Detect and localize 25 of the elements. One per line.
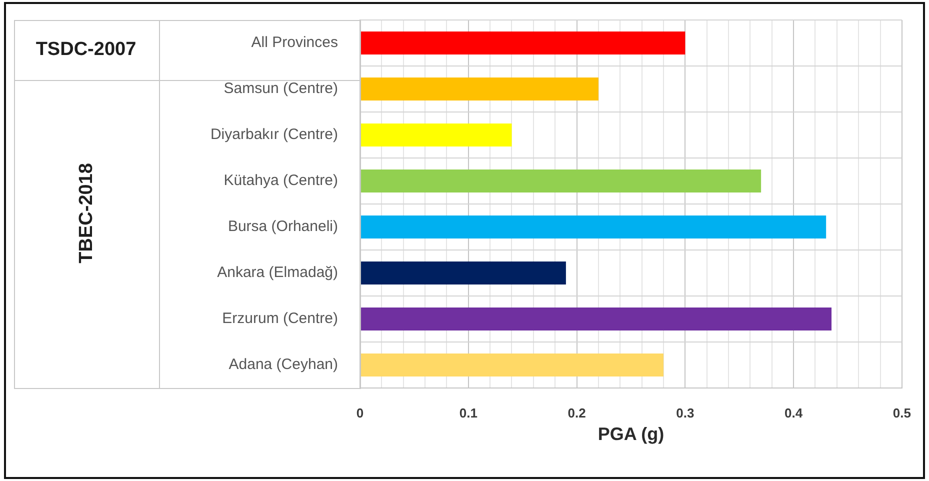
bar (360, 170, 762, 192)
x-tick-label: 0.3 (676, 405, 694, 420)
y-tick-label: Diyarbakır (Centre) (210, 126, 338, 144)
x-tick-label: 0.5 (892, 405, 912, 420)
y-tick-label: Kütahya (Centre) (224, 172, 338, 190)
bar (360, 262, 566, 284)
bar (360, 216, 826, 238)
y-tick-label: All Provinces (251, 34, 338, 52)
y-tick-label: Adana (Ceyhan) (228, 356, 338, 374)
text: TBEC-2018 (76, 163, 96, 264)
bar (360, 78, 598, 100)
x-axis-title: PGA (g) (598, 424, 664, 444)
bar (360, 124, 512, 146)
x-tick-label: 0 (356, 405, 364, 420)
x-tick-label: 0.1 (459, 405, 478, 420)
bar (360, 354, 664, 376)
bar (360, 32, 686, 54)
x-tick-label: 0.2 (568, 405, 586, 420)
y-tick-label: Ankara (Elmadağ) (217, 264, 338, 282)
y-tick-label: Erzurum (Centre) (222, 310, 338, 328)
x-tick-label: 0.4 (784, 405, 804, 420)
y-tick-label: Bursa (Orhaneli) (228, 218, 338, 236)
y-tick-label: Samsun (Centre) (224, 80, 338, 98)
bar (360, 308, 832, 330)
text: TSDC-2007 (36, 39, 136, 60)
